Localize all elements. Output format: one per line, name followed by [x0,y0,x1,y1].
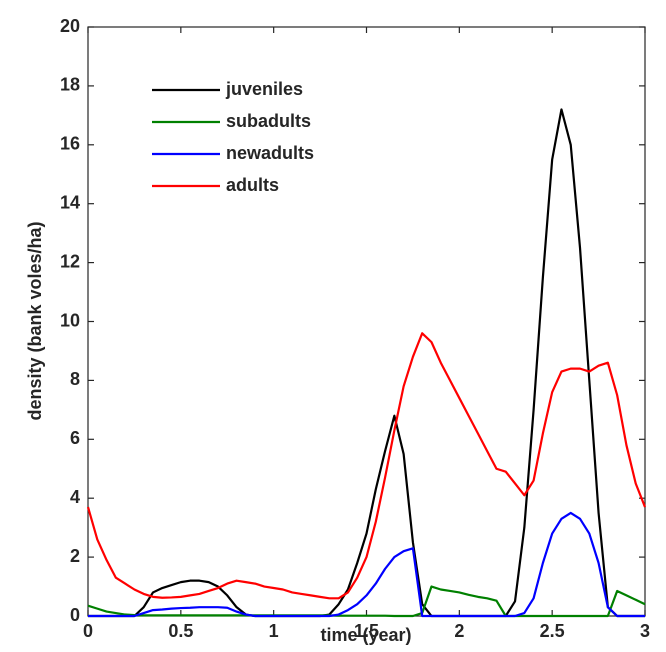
y-tick-label: 12 [60,251,80,271]
y-tick-label: 4 [70,487,80,507]
x-axis-label: time (year) [320,625,411,645]
legend-label: juveniles [225,79,303,99]
y-tick-label: 2 [70,546,80,566]
y-tick-label: 18 [60,75,80,95]
x-tick-label: 0 [83,621,93,641]
x-tick-label: 1 [269,621,279,641]
x-tick-label: 2 [454,621,464,641]
y-tick-label: 6 [70,428,80,448]
y-tick-label: 10 [60,310,80,330]
x-tick-label: 2.5 [540,621,565,641]
y-tick-label: 14 [60,192,80,212]
legend-label: adults [226,175,279,195]
series-line [88,511,645,618]
y-tick-label: 20 [60,16,80,36]
y-axis-label: density (bank voles/ha) [25,221,45,420]
y-tick-label: 16 [60,134,80,154]
y-tick-label: 0 [70,605,80,625]
x-tick-label: 3 [640,621,650,641]
series-line [88,108,645,618]
legend-label: subadults [226,111,311,131]
series-line [87,585,646,618]
legend-label: newadults [226,143,314,163]
y-tick-label: 8 [70,369,80,389]
series-line [86,332,647,600]
x-tick-label: 1.5 [354,621,379,641]
x-tick-label: 0.5 [168,621,193,641]
